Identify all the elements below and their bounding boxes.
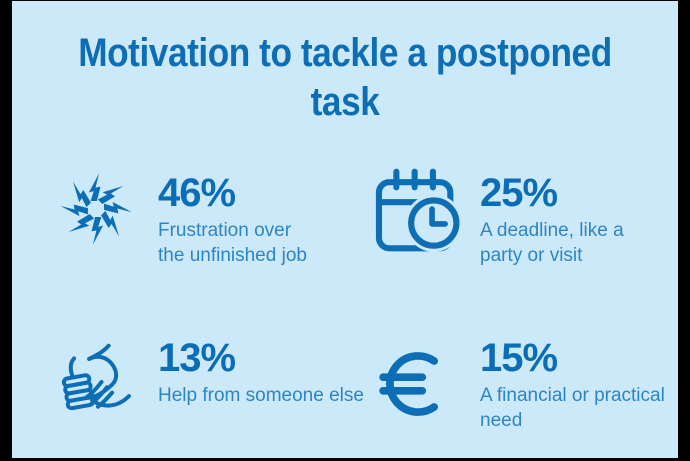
stat-label-line-2: need: [480, 410, 523, 431]
euro-icon: [378, 346, 458, 422]
stat-label-line-2: party or visit: [480, 245, 583, 266]
lightning-burst-icon: [46, 159, 146, 259]
stat-financial: 15% A financial or practical need: [480, 337, 670, 433]
stat-value: 46%: [158, 171, 236, 215]
stat-label-line-1: A deadline, like a: [480, 220, 624, 241]
page-title-line-1: Motivation to tackle a postponed: [78, 31, 612, 75]
stat-frustration: 46% Frustration over the unfinished job: [158, 172, 368, 268]
stat-label-line-1: Help from someone else: [158, 385, 364, 406]
stat-deadline: 25% A deadline, like a party or visit: [480, 172, 670, 268]
stat-label-line-2: the unfinished job: [158, 245, 307, 266]
helping-hands-icon: [52, 343, 144, 428]
calendar-clock-icon: [372, 163, 466, 257]
stat-label: A financial or practical need: [480, 383, 670, 433]
infographic-panel: Motivation to tackle a postponed task 46…: [12, 1, 678, 458]
page-title: Motivation to tackle a postponed task: [12, 29, 678, 127]
page-title-line-2: task: [310, 80, 380, 124]
stat-value: 13%: [158, 336, 236, 380]
stat-value: 25%: [480, 171, 558, 215]
stat-label-line-1: Frustration over: [158, 220, 292, 241]
stat-label: A deadline, like a party or visit: [480, 218, 670, 268]
stat-value: 15%: [480, 336, 558, 380]
stat-label: Frustration over the unfinished job: [158, 218, 368, 268]
stat-help: 13% Help from someone else: [158, 337, 388, 408]
stat-label: Help from someone else: [158, 383, 388, 408]
stat-label-line-1: A financial or practical: [480, 385, 665, 406]
